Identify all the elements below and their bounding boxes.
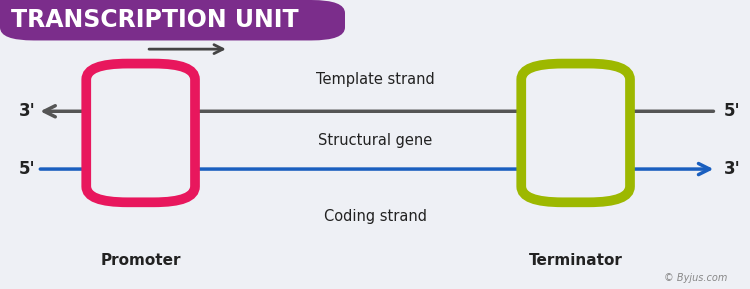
Text: Promoter: Promoter bbox=[100, 253, 181, 268]
FancyBboxPatch shape bbox=[86, 64, 195, 202]
Text: 3': 3' bbox=[724, 160, 740, 178]
Text: Terminator: Terminator bbox=[529, 253, 622, 268]
FancyBboxPatch shape bbox=[521, 64, 630, 202]
Text: 5': 5' bbox=[724, 102, 740, 120]
Text: TRANSCRIPTION UNIT: TRANSCRIPTION UNIT bbox=[11, 8, 298, 32]
Text: Structural gene: Structural gene bbox=[318, 133, 432, 148]
FancyBboxPatch shape bbox=[0, 0, 172, 20]
Text: 3': 3' bbox=[19, 102, 35, 120]
Text: © Byjus.com: © Byjus.com bbox=[664, 273, 728, 283]
FancyBboxPatch shape bbox=[0, 0, 345, 40]
Text: 5': 5' bbox=[19, 160, 35, 178]
Text: Coding strand: Coding strand bbox=[323, 209, 427, 224]
Text: Template strand: Template strand bbox=[316, 72, 434, 87]
